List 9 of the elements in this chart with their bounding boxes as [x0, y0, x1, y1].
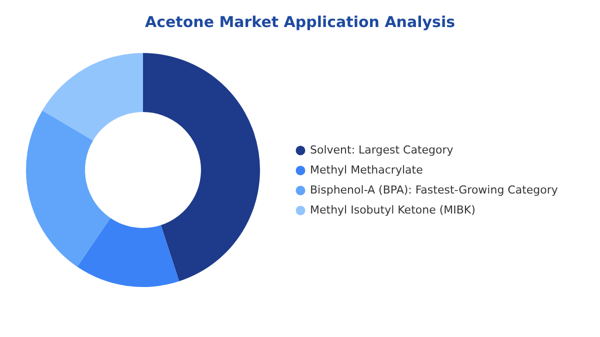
donut-slice: [26, 110, 110, 267]
donut-slice: [143, 53, 260, 282]
legend-label: Solvent: Largest Category: [310, 144, 454, 156]
legend-label: Methyl Isobutyl Ketone (MIBK): [310, 204, 476, 216]
legend-label: Methyl Methacrylate: [310, 164, 424, 176]
chart-title: Acetone Market Application Analysis: [144, 13, 456, 31]
donut-slice: [42, 53, 143, 140]
donut-slice: [77, 218, 180, 287]
legend-label: Bisphenol-A (BPA): Fastest-Growing Category: [310, 184, 558, 196]
